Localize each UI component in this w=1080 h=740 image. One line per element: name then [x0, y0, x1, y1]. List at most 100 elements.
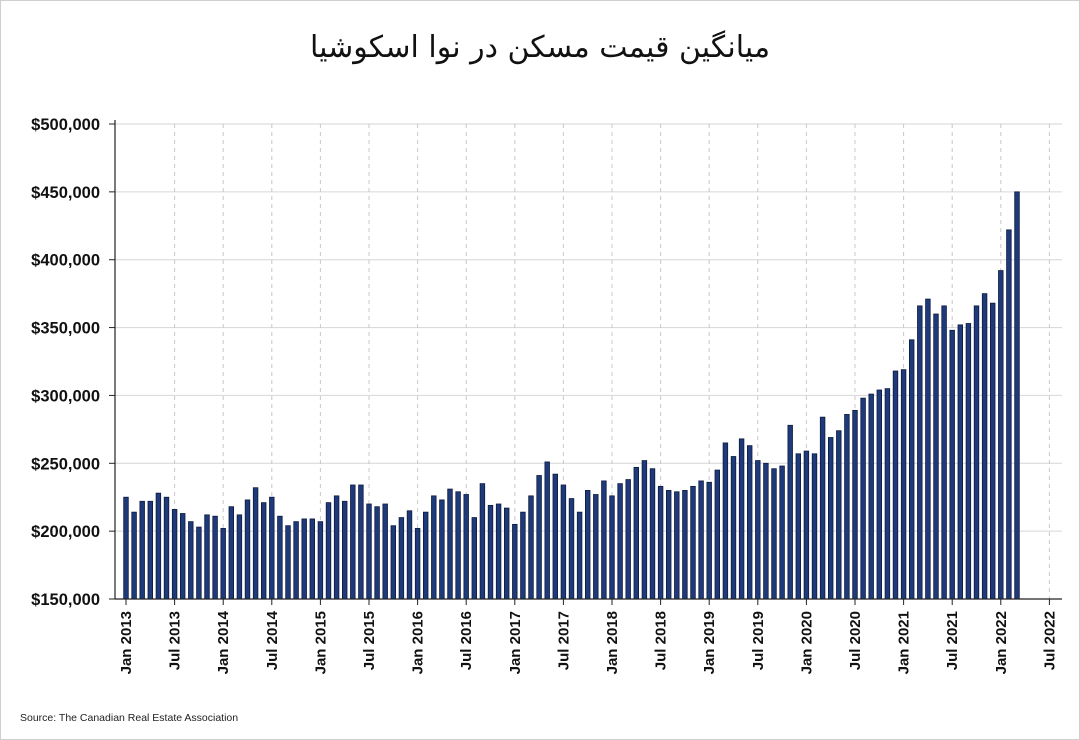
bar	[828, 437, 834, 600]
bar	[188, 521, 194, 600]
bar	[957, 324, 963, 600]
bar	[892, 370, 899, 600]
bar	[390, 525, 396, 600]
bar	[317, 521, 324, 600]
bar	[819, 416, 826, 600]
y-tick-label: $300,000	[31, 387, 100, 405]
bar	[244, 499, 251, 600]
bar	[990, 302, 996, 600]
bar	[568, 498, 575, 600]
bar	[382, 503, 388, 600]
bar	[803, 450, 810, 600]
x-axis-ticks: Jan 2013 Jul 2013 Jan 2014 Jul 2014 Jan 2015…	[118, 599, 1058, 674]
x-tick-label: Jan 2020	[798, 611, 815, 674]
y-tick-label: $400,000	[31, 252, 100, 270]
x-tick-label: Jan 2014	[215, 610, 232, 674]
bar	[730, 456, 737, 600]
bar	[649, 468, 656, 600]
bar	[495, 503, 502, 600]
bar	[528, 495, 534, 600]
bar	[860, 397, 866, 600]
y-tick-label: $250,000	[31, 455, 100, 473]
bar	[617, 483, 623, 600]
source-note: Source: The Canadian Real Estate Associa…	[20, 712, 239, 724]
bar	[414, 528, 421, 600]
bar	[755, 460, 761, 600]
bar	[163, 496, 170, 600]
bar	[544, 461, 550, 600]
x-tick-label: Jul 2019	[750, 611, 767, 670]
bar	[155, 492, 162, 600]
bar	[487, 504, 494, 600]
bar	[998, 270, 1004, 600]
x-tick-label: Jul 2013	[167, 611, 184, 670]
bar	[196, 526, 202, 600]
x-tick-label: Jul 2017	[555, 611, 572, 670]
bar	[852, 409, 858, 600]
bar	[260, 502, 267, 600]
x-tick-label: Jul 2020	[847, 611, 864, 670]
bar	[301, 518, 307, 600]
bar	[795, 453, 801, 600]
bar	[690, 485, 696, 600]
bar	[981, 293, 988, 600]
bar	[520, 511, 526, 600]
bar	[123, 496, 129, 600]
bar	[925, 298, 931, 600]
x-tick-label: Jan 2021	[896, 611, 913, 674]
bar	[350, 484, 356, 600]
bar	[463, 494, 469, 600]
bar	[333, 495, 340, 600]
y-tick-label: $450,000	[31, 184, 100, 202]
bar	[674, 491, 680, 600]
bars	[123, 191, 1020, 600]
bar	[406, 510, 413, 600]
bar	[179, 513, 186, 600]
bar	[576, 511, 583, 600]
bar	[309, 518, 315, 600]
bar	[965, 323, 972, 600]
bar	[1014, 191, 1020, 600]
bar	[698, 480, 704, 600]
y-tick-label: $200,000	[31, 523, 100, 541]
bar	[811, 453, 818, 600]
y-axis-ticks: $150,000 $200,000 $250,000 $300,000 $350,000…	[31, 116, 115, 609]
bar	[455, 491, 461, 600]
bar	[633, 466, 639, 600]
chart-title: میانگین قیمت مسکن در نوا اسکوشیا	[309, 30, 771, 65]
bar	[374, 506, 380, 600]
bar	[277, 515, 283, 600]
bar	[666, 490, 672, 600]
bar	[471, 517, 477, 600]
bar	[747, 445, 753, 600]
bar	[771, 468, 777, 600]
bar	[763, 462, 769, 600]
bar	[641, 460, 648, 600]
bar	[949, 329, 955, 600]
bar	[601, 480, 607, 600]
x-tick-label: Jan 2016	[410, 611, 427, 674]
y-tick-label: $150,000	[31, 591, 100, 609]
bar	[358, 484, 364, 600]
bar	[933, 313, 939, 600]
bar	[560, 484, 567, 600]
bar	[625, 479, 631, 600]
bar	[868, 393, 874, 600]
x-tick-label: Jul 2018	[653, 611, 670, 670]
bar	[900, 369, 907, 600]
bar	[422, 511, 429, 600]
bar	[941, 305, 947, 600]
bar	[341, 500, 348, 600]
bar	[204, 514, 210, 600]
bar	[536, 475, 542, 600]
bar	[917, 305, 923, 600]
bar	[1006, 229, 1012, 600]
bar	[285, 525, 291, 600]
bar	[876, 389, 882, 600]
bar	[593, 494, 599, 600]
bar	[447, 488, 453, 600]
bar	[366, 503, 372, 600]
bar	[512, 523, 518, 600]
bar	[787, 424, 793, 600]
